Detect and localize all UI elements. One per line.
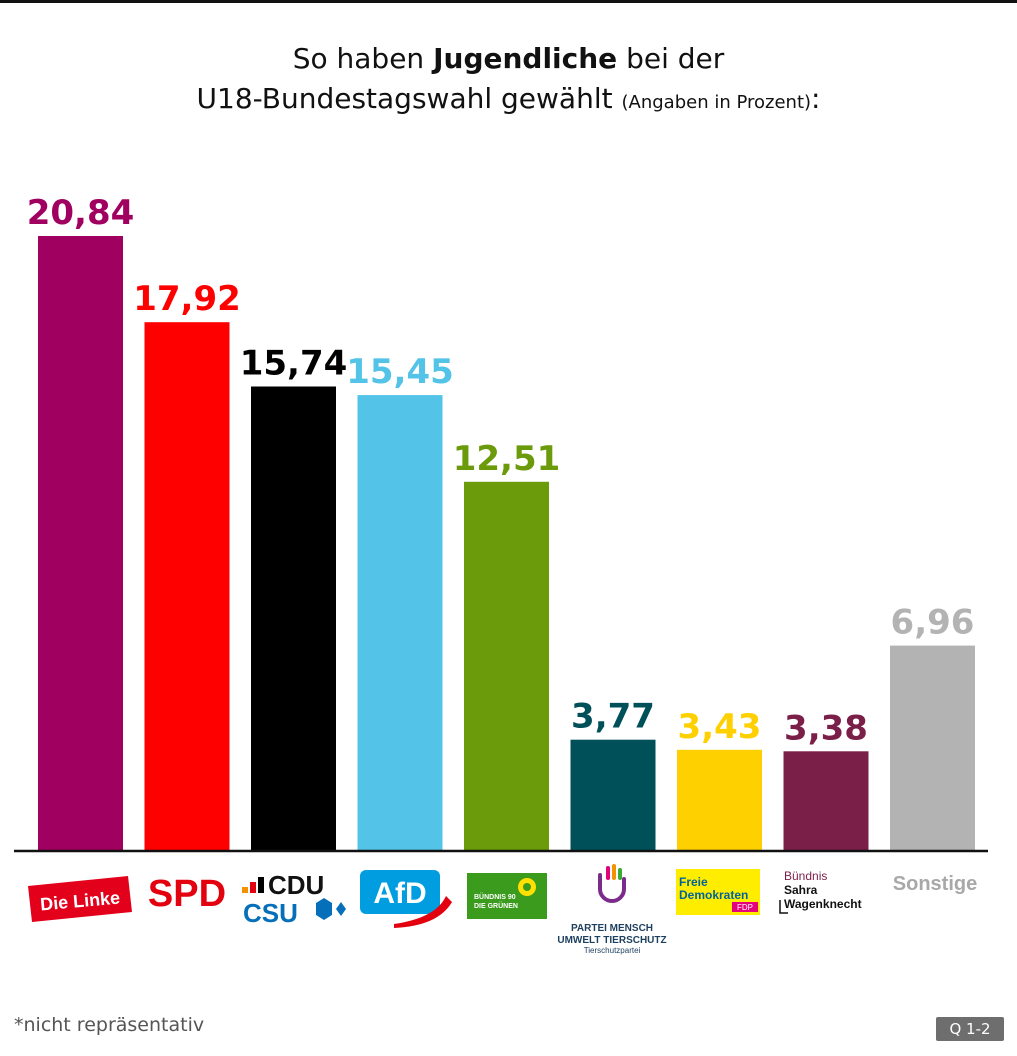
value-label-5: 3,77 [571, 697, 655, 737]
title-text-main: U18-Bundestagswahl gewählt [196, 82, 613, 115]
logo-spd: SPD [148, 873, 226, 915]
title-text-pre: So haben [292, 42, 425, 75]
bar-2 [251, 386, 336, 851]
afd-logo-box [360, 870, 440, 914]
linke-logo-shape [28, 876, 132, 922]
logo-sonstige: Sonstige [893, 873, 977, 895]
bsw-text-2: Sahra [784, 883, 818, 897]
gruene-logo-box [467, 873, 547, 919]
tierschutz-finger-1 [606, 866, 610, 880]
footnote: *nicht repräsentativ [14, 1014, 205, 1036]
bsw-text-1: Bündnis [784, 869, 827, 883]
tierschutz-hand-icon [598, 873, 626, 903]
tierschutz-text-1: PARTEI MENSCH [571, 923, 653, 934]
bar-7 [783, 751, 869, 851]
title-colon: : [811, 82, 821, 115]
chart-title-line-2: U18-Bundestagswahl gewählt (Angaben in P… [0, 80, 1017, 122]
fdp-text-1: Freie [679, 875, 708, 889]
afd-logo-text: AfD [373, 877, 426, 910]
bar-0 [38, 236, 123, 851]
value-label-3: 15,45 [346, 352, 454, 392]
tierschutz-finger-2 [612, 864, 616, 880]
cdu-bar-black [258, 877, 264, 893]
value-label-6: 3,43 [678, 707, 762, 747]
fdp-tag-box [732, 902, 758, 912]
csu-lion-icon [316, 898, 332, 920]
tierschutz-finger-3 [618, 868, 622, 880]
chart-title-line-1: So haben Jugendliche bei der [0, 40, 1017, 78]
gruene-text-1: BÜNDNIS 90 [474, 892, 516, 901]
tierschutz-text-2: UMWELT TIERSCHUTZ [557, 935, 666, 946]
top-border [0, 0, 1017, 3]
csu-text: CSU [243, 898, 298, 928]
value-label-2: 15,74 [240, 344, 348, 384]
cdu-bar-orange [242, 887, 248, 893]
title-text-unit: (Angaben in Prozent) [621, 92, 812, 113]
cdu-bar-red [250, 882, 256, 893]
bars-group [38, 236, 975, 851]
bsw-corner-icon [779, 900, 788, 914]
bar-6 [677, 749, 762, 851]
bar-5 [570, 739, 656, 851]
afd-swoosh-icon [394, 896, 452, 928]
source-badge: Q 1-2 [936, 1017, 1004, 1041]
value-label-7: 3,38 [784, 708, 868, 748]
bsw-text-3: Wagenknecht [784, 897, 862, 911]
logo-cdu-csu: CDU CSU [242, 870, 346, 928]
cdu-text: CDU [268, 870, 324, 900]
bar-1 [144, 322, 230, 851]
logo-tierschutz: PARTEI MENSCH UMWELT TIERSCHUTZ Tierschu… [557, 864, 667, 955]
value-label-8: 6,96 [891, 603, 975, 643]
logo-bsw: Bündnis Sahra Wagenknecht [779, 869, 862, 914]
bar-3 [357, 395, 443, 851]
value-label-4: 12,51 [453, 439, 561, 479]
logo-gruene: BÜNDNIS 90 DIE GRÜNEN [467, 873, 547, 919]
csu-diamond-icon [336, 902, 346, 916]
tierschutz-text-3: Tierschutzpartei [584, 946, 641, 955]
value-label-1: 17,92 [133, 279, 241, 319]
bar-4 [464, 481, 549, 851]
fdp-text-3: FDP [737, 903, 753, 912]
sunflower-center-icon [523, 883, 531, 891]
title-text-bold: Jugendliche [433, 42, 618, 75]
logo-fdp: Freie Demokraten FDP [676, 869, 760, 915]
value-label-0: 20,84 [27, 193, 135, 233]
gruene-text-2: DIE GRÜNEN [474, 901, 518, 910]
logo-afd: AfD [360, 870, 452, 928]
bar-8 [890, 645, 975, 851]
title-text-post: bei der [626, 42, 725, 75]
logo-die-linke: Die Linke [28, 876, 132, 922]
fdp-text-2: Demokraten [679, 888, 748, 902]
